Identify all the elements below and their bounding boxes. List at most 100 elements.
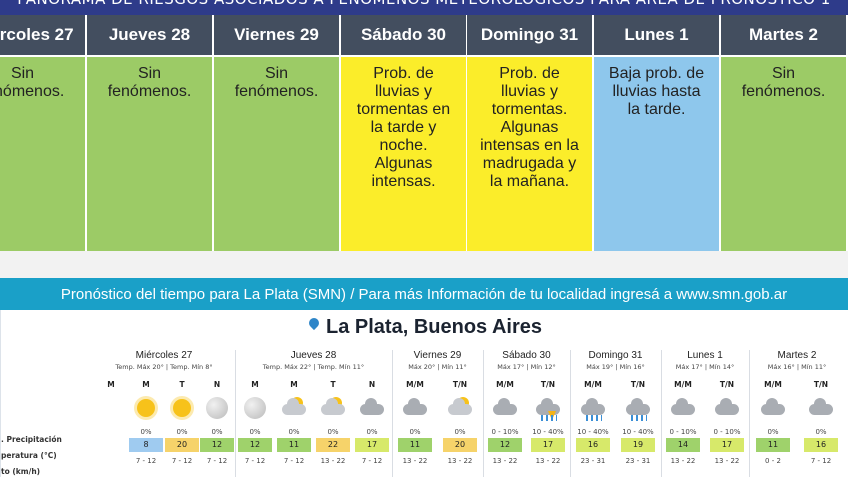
slot-period-label: M/M <box>764 380 782 389</box>
row-label-precip: . Precipitación <box>1 435 62 444</box>
slot-precip-prob: 0% <box>211 428 223 436</box>
slot-precip-prob: 0% <box>366 428 378 436</box>
row-label-wind: to (km/h) <box>1 467 41 476</box>
forecast-day-column: Miércoles 27 Temp. Máx 20° | Temp. Mín 8°… <box>93 350 235 477</box>
forecast-day-name: Miércoles 27 <box>135 350 193 361</box>
slot-precip-prob: 0% <box>409 428 421 436</box>
slot-wind: 7 - 12 <box>810 457 832 465</box>
slot-wind: 23 - 31 <box>580 457 606 465</box>
slot-temperature: 16 <box>576 438 610 452</box>
sun-icon <box>167 393 197 423</box>
forecast-slot: M/M 10 - 40% 16 23 - 31 <box>575 350 611 477</box>
forecast-slot: T 0% 20 7 - 12 <box>164 350 200 477</box>
slot-period-label: N <box>213 380 221 389</box>
warning-day-header: Lunes 1 <box>594 15 721 55</box>
warning-text-line: Sin <box>264 65 289 82</box>
warning-cell: Baja prob. de lluvias hasta la tarde. <box>594 57 721 251</box>
warning-day-header: Domingo 31 <box>467 15 594 55</box>
warning-text-line: Prob. de <box>373 65 434 82</box>
slot-precip-prob: 10 - 40% <box>622 428 654 436</box>
forecast-day-name: Domingo 31 <box>588 350 643 361</box>
city-title: La Plata, Buenos Aires <box>1 316 848 339</box>
warning-text-line: la tarde. <box>627 101 686 118</box>
slot-period-label: T/N <box>630 380 646 389</box>
slot-temperature: 11 <box>756 438 790 452</box>
partly-cloudy-icon <box>318 393 348 423</box>
forecast-day-name: Sábado 30 <box>502 350 551 361</box>
warning-text-line: fenómenos. <box>0 83 65 100</box>
slot-period-label: T/N <box>719 380 735 389</box>
empty-icon <box>96 393 126 423</box>
warning-text-line: Prob. de <box>499 65 560 82</box>
slot-precip-prob: 0 - 10% <box>491 428 519 436</box>
slot-wind: 7 - 12 <box>206 457 228 465</box>
forecast-slot: M/M 0 - 10% 12 13 - 22 <box>487 350 523 477</box>
location-pin-icon <box>308 318 320 334</box>
warning-text-line: fenómenos. <box>741 83 826 100</box>
warning-text-line: la mañana. <box>489 173 570 190</box>
warning-cells-row: Sinfenómenos.Sinfenómenos.Sinfenómenos.P… <box>0 57 848 251</box>
slot-period-label: M/M <box>584 380 602 389</box>
slot-wind: 13 - 22 <box>714 457 740 465</box>
smn-info-bar[interactable]: Pronóstico del tiempo para La Plata (SMN… <box>0 278 848 310</box>
forecast-day-temps: Máx 16° | Mín 11° <box>767 363 827 371</box>
slot-period-label: M <box>142 380 150 389</box>
slot-temperature: 17 <box>355 438 389 452</box>
slot-precip-prob: 0% <box>815 428 827 436</box>
thunderstorm-icon <box>533 393 563 423</box>
partly-cloudy-icon <box>445 393 475 423</box>
slot-period-label: T/N <box>452 380 468 389</box>
slot-wind: 13 - 22 <box>535 457 561 465</box>
slot-precip-prob: 10 - 40% <box>577 428 609 436</box>
smn-info-text[interactable]: Pronóstico del tiempo para La Plata (SMN… <box>60 285 788 303</box>
forecast-slot: M 0% 8 7 - 12 <box>128 350 164 477</box>
forecast-slot: T 0% 22 13 - 22 <box>315 350 351 477</box>
forecast-day-column: Sábado 30 Máx 17° | Mín 12° M/M 0 - 10% 12 13… <box>483 350 570 477</box>
warning-day-header: Sábado 30 <box>341 15 468 55</box>
slot-period-label: M/M <box>674 380 692 389</box>
forecast-slot: M 0% 11 7 - 12 <box>276 350 312 477</box>
city-name: La Plata, Buenos Aires <box>326 316 542 338</box>
slot-period-label: M <box>107 380 115 389</box>
slot-temperature: 19 <box>621 438 655 452</box>
slot-precip-prob: 0 - 10% <box>713 428 741 436</box>
moon-icon <box>202 393 232 423</box>
warning-text-line: Algunas <box>500 119 559 136</box>
slot-period-label: T/N <box>813 380 829 389</box>
cloud-icon <box>668 393 698 423</box>
slot-period-label: M <box>251 380 259 389</box>
warning-text-line: fenómenos. <box>107 83 192 100</box>
slot-temperature: 22 <box>316 438 350 452</box>
warning-text-line: lluvias y <box>501 83 558 100</box>
forecast-slot: M <box>93 350 129 477</box>
forecast-day-temps: Máx 17° | Mín 12° <box>497 363 556 371</box>
slot-precip-prob: 0% <box>288 428 300 436</box>
moon-icon <box>240 393 270 423</box>
warning-cell: Prob. de lluvias y tormentas. Algunas intens… <box>467 57 594 251</box>
slot-precip-prob: 0 - 10% <box>669 428 697 436</box>
row-label-temp: peratura (°C) <box>1 451 57 460</box>
slot-period-label: N <box>368 380 376 389</box>
slot-wind: 7 - 12 <box>171 457 193 465</box>
forecast-day-temps: Máx 17° | Mín 14° <box>675 363 735 371</box>
partly-cloudy-icon <box>279 393 309 423</box>
warning-text-line: lluvias y <box>375 83 432 100</box>
cloud-icon <box>490 393 520 423</box>
slot-temperature: 12 <box>238 438 272 452</box>
forecast-slot: T/N 10 - 40% 17 13 - 22 <box>530 350 566 477</box>
slot-wind: 13 - 22 <box>320 457 346 465</box>
cloud-icon <box>712 393 742 423</box>
warning-text-line: la tarde y <box>370 119 437 136</box>
cloud-icon <box>758 393 788 423</box>
slot-period-label: T/N <box>540 380 556 389</box>
slot-period-label: T <box>330 380 336 389</box>
warning-text-line: tormentas. <box>491 101 568 118</box>
slot-precip-prob: 0% <box>249 428 261 436</box>
warning-text-line: lluvias hasta <box>612 83 701 100</box>
cloud-icon <box>400 393 430 423</box>
warning-text-line: Sin <box>137 65 162 82</box>
